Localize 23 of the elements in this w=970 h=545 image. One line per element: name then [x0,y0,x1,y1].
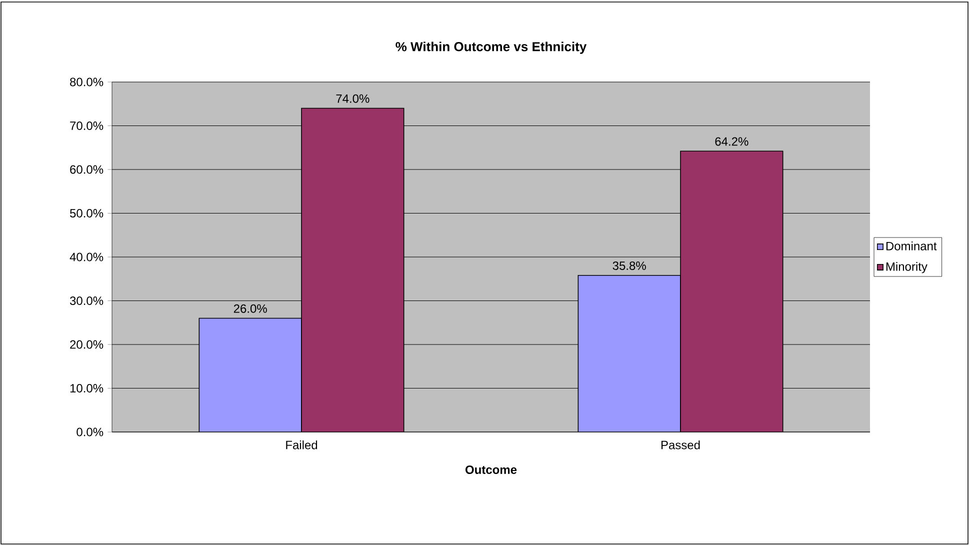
chart-title: % Within Outcome vs Ethnicity [396,42,587,54]
legend-label: Dominant [886,242,937,250]
x-tick-label: Passed [661,440,700,450]
bar [680,150,784,432]
y-tick-label: 30.0% [70,296,104,306]
bar [198,318,302,432]
y-tick-label: 20.0% [70,340,104,349]
x-tick-label: Failed [286,440,318,450]
bar [301,108,404,432]
data-label: 26.0% [234,304,267,313]
data-label: 64.2% [715,137,748,146]
bar [578,274,681,432]
y-tick-label: 50.0% [70,209,104,218]
data-label: 74.0% [336,94,370,103]
x-axis-title: Outcome [466,465,517,474]
y-tick-label: 60.0% [70,165,104,174]
legend-label: Minority [886,262,928,274]
data-label: 35.8% [612,261,646,270]
y-tick-label: 80.0% [70,78,104,86]
y-tick-label: 70.0% [70,122,104,130]
y-tick-label: 40.0% [70,252,104,262]
y-tick-label: 0.0% [76,428,104,436]
y-tick-label: 10.0% [70,384,104,393]
